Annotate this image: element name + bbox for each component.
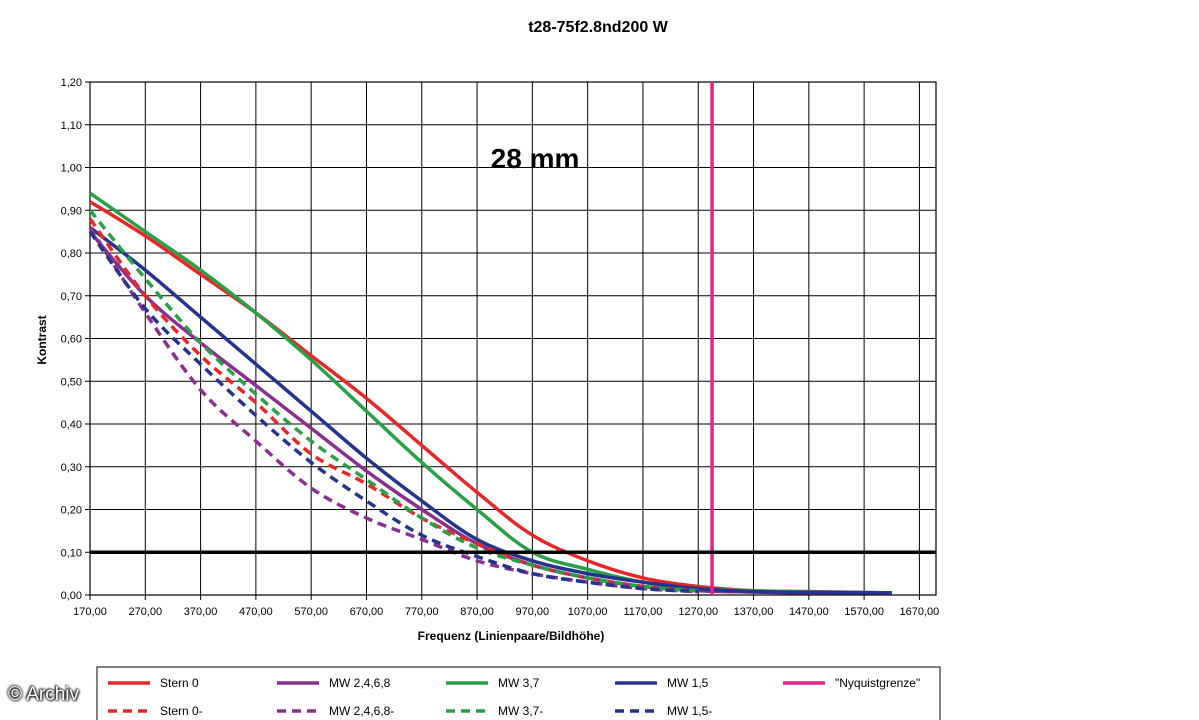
x-tick-label: 370,00: [184, 606, 218, 618]
x-tick-label: 1270,00: [678, 606, 718, 618]
legend-label-3: MW 1,5: [667, 676, 709, 690]
y-tick-label: 0,70: [61, 291, 82, 303]
x-tick-label: 470,00: [239, 606, 273, 618]
x-tick-label: 570,00: [294, 606, 328, 618]
chart-series: [88, 82, 936, 595]
y-axis-ticks: 0,00 0,10 0,20 0,30 0,40 0,50 0,60 0,70 0,80 0,90…: [61, 77, 90, 602]
y-tick-label: 1,00: [61, 163, 82, 175]
legend-label-5: Stern 0-: [160, 704, 203, 718]
x-tick-label: 1070,00: [568, 606, 608, 618]
y-tick-label: 0,20: [61, 505, 82, 517]
x-axis-label: Frequenz (Linienpaare/Bildhöhe): [418, 629, 605, 643]
chart-grid: [89, 81, 937, 596]
legend-label-0: Stern 0: [160, 676, 199, 690]
y-axis-label: Kontrast: [35, 315, 49, 364]
series-line-6: [88, 226, 699, 594]
chart-annotation: 28 mm: [491, 143, 580, 174]
chart-legend: Stern 0 MW 2,4,6,8 MW 3,7 MW 1,5 "Nyquistgre…: [96, 666, 941, 720]
y-tick-label: 1,20: [61, 77, 82, 89]
y-tick-label: 0,10: [61, 547, 82, 559]
x-tick-label: 1370,00: [734, 606, 774, 618]
legend-label-1: MW 2,4,6,8: [329, 676, 391, 690]
legend-box: [96, 666, 941, 720]
x-tick-label: 970,00: [516, 606, 550, 618]
x-tick-label: 870,00: [460, 606, 494, 618]
y-tick-label: 0,40: [61, 419, 82, 431]
legend-label-6: MW 2,4,6,8-: [329, 704, 394, 718]
x-tick-label: 1170,00: [623, 606, 662, 618]
y-tick-label: 0,60: [61, 334, 82, 346]
x-tick-label: 1570,00: [844, 606, 884, 618]
x-tick-label: 670,00: [350, 606, 384, 618]
x-tick-label: 1470,00: [789, 606, 829, 618]
x-axis-ticks: 170,00 270,00 370,00 470,00 570,00 670,00 770,…: [73, 595, 939, 618]
y-tick-label: 0,80: [61, 248, 82, 260]
series-line-3: [88, 225, 892, 595]
watermark: © Archiv: [8, 684, 80, 705]
legend-label-8: MW 1,5-: [667, 704, 712, 718]
y-tick-label: 0,90: [61, 205, 82, 217]
legend-label-7: MW 3,7-: [498, 704, 543, 718]
y-tick-label: 0,00: [61, 590, 82, 602]
legend-label-4: "Nyquistgrenze": [835, 676, 920, 690]
x-tick-label: 1670,00: [900, 606, 940, 618]
legend-label-2: MW 3,7: [498, 676, 540, 690]
chart-title: t28-75f2.8nd200 W: [528, 19, 669, 36]
y-tick-label: 0,30: [61, 462, 82, 474]
x-tick-label: 170,00: [73, 606, 107, 618]
series-line-8: [88, 230, 699, 594]
y-tick-label: 0,50: [61, 376, 82, 388]
series-line-5: [88, 217, 699, 593]
series-line-7: [88, 209, 699, 593]
x-tick-label: 270,00: [128, 606, 162, 618]
y-tick-label: 1,10: [61, 120, 82, 132]
x-tick-label: 770,00: [405, 606, 439, 618]
